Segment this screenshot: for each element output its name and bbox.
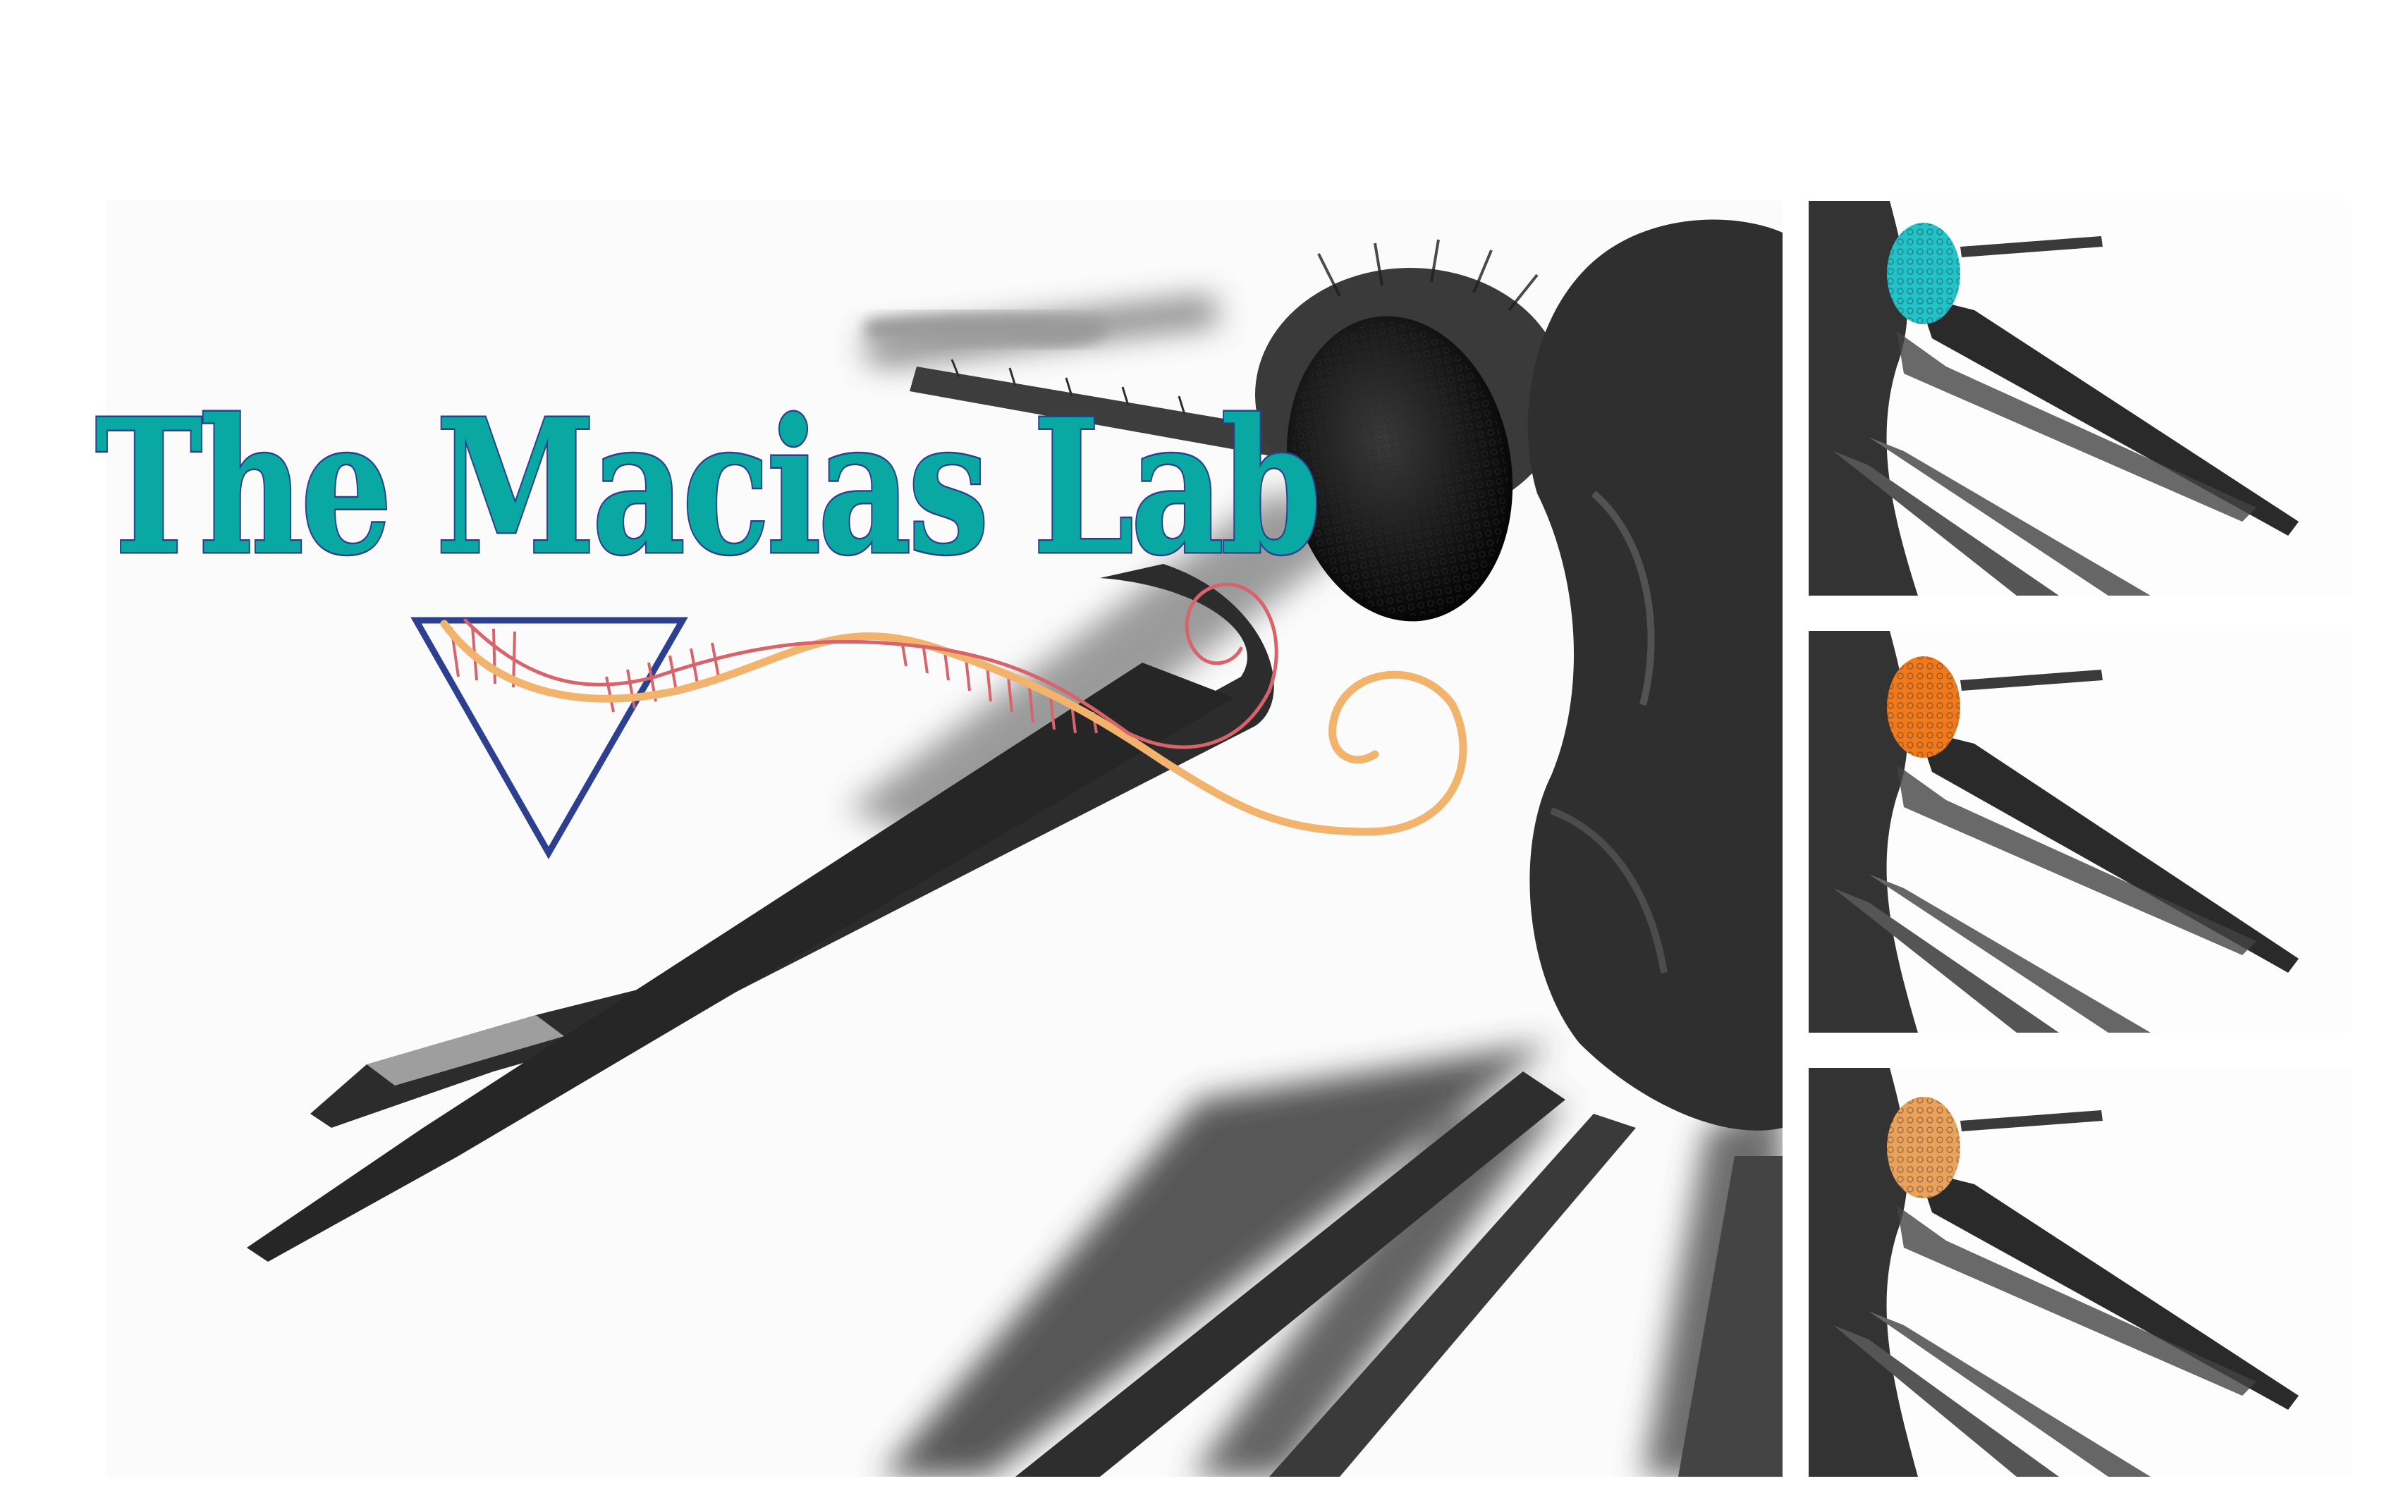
dna-strand-coral <box>463 582 1278 749</box>
lab-logo-title: The Macias Lab <box>94 393 1323 582</box>
logo-triangle <box>410 617 688 860</box>
thumbnail-peach-eye <box>1809 1068 2352 1477</box>
thumbnail-orange-eye <box>1809 631 2352 1033</box>
dna-strand-peach <box>440 620 1467 836</box>
thumbnail-cyan-eye <box>1809 201 2352 596</box>
lab-logo-graphic <box>410 582 1467 860</box>
main-mosquito-photo <box>106 201 1783 1477</box>
lab-title-text: The Macias Lab <box>94 379 1323 596</box>
